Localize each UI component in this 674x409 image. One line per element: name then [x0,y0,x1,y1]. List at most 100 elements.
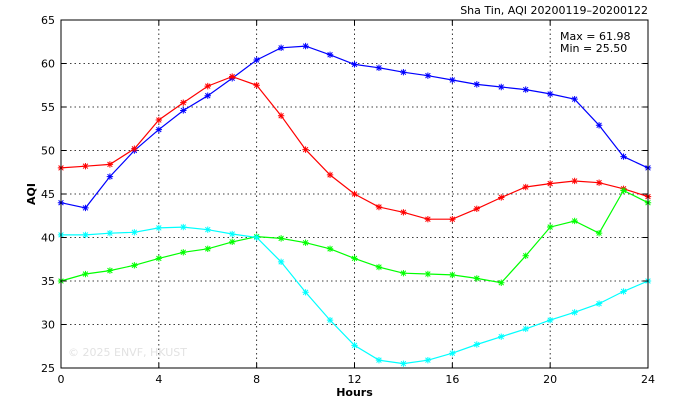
data-point [155,126,163,133]
x-tick-label: 8 [253,373,260,386]
max-label: Max = 61.98 [560,30,630,43]
data-point [229,230,236,238]
data-point [106,267,114,274]
data-point [424,216,432,223]
data-point [106,173,114,180]
data-point [595,300,603,307]
data-point [498,83,505,91]
series-1 [57,42,652,212]
data-point [375,263,383,271]
data-point [571,217,578,225]
data-point [155,116,163,124]
data-point [229,73,236,80]
data-point [571,95,578,103]
data-point [155,224,163,232]
data-point [546,223,554,231]
data-point [253,234,260,241]
data-point [82,270,89,278]
data-point [351,255,358,262]
y-tick-label: 45 [41,188,55,201]
data-point [351,190,358,198]
data-point [595,229,603,237]
data-point [277,44,285,52]
data-point [400,269,407,277]
data-point [204,245,211,253]
data-point [498,333,505,340]
data-point [400,69,407,76]
data-point [400,209,407,216]
x-tick-label: 4 [155,373,162,386]
data-point [253,82,260,89]
data-point [204,82,211,90]
data-point [229,238,236,246]
data-point [302,289,309,296]
data-point [253,56,260,64]
data-point [351,342,358,349]
data-point [473,275,480,282]
data-point [449,76,456,84]
y-tick-label: 60 [41,58,55,71]
data-point [620,153,627,160]
x-tick-label: 0 [58,373,65,386]
data-point [400,360,407,367]
y-tick-label: 65 [41,14,55,27]
data-point [424,72,432,79]
data-point [302,146,309,153]
watermark: © 2025 ENVF, HKUST [68,346,187,359]
data-point [82,162,89,170]
data-point [277,235,285,242]
data-point [620,288,627,295]
data-point [522,252,529,259]
y-tick-label: 25 [41,362,55,375]
data-point [204,92,211,99]
data-point [375,203,383,211]
data-point [82,204,89,212]
data-point [155,255,163,262]
data-point [571,309,578,316]
data-point [546,90,554,98]
data-point [326,51,334,58]
data-point [131,262,138,269]
series-layer [57,42,652,367]
y-tick-label: 50 [41,145,55,158]
data-point [326,245,334,253]
y-tick-label: 35 [41,275,55,288]
data-point [326,171,334,179]
data-point [595,179,603,186]
x-tick-label: 24 [641,373,655,386]
data-point [473,205,480,212]
data-point [351,61,358,68]
min-label: Min = 25.50 [560,42,627,55]
y-tick-label: 40 [41,232,55,245]
ticks: 0 4 8 12 16 20 24 25 30 35 40 45 50 55 60 65 [41,14,655,386]
data-point [277,112,285,119]
data-point [302,42,309,50]
data-point [375,356,383,364]
data-point [546,316,554,324]
data-point [449,271,456,279]
data-point [522,86,529,93]
data-point [204,226,211,233]
data-point [375,64,383,72]
data-point [180,223,187,231]
chart-title: Sha Tin, AQI 20200119–20200122 [460,4,648,17]
data-point [571,177,578,185]
data-point [277,258,285,266]
y-axis-title: AQI [25,183,38,205]
data-point [180,99,187,106]
x-tick-label: 16 [445,373,459,386]
data-point [595,122,603,129]
data-point [522,325,529,333]
data-point [326,316,334,324]
data-point [424,270,432,278]
x-tick-label: 12 [348,373,362,386]
y-tick-label: 55 [41,101,55,114]
data-point [522,183,529,191]
x-tick-label: 20 [543,373,557,386]
data-point [106,229,114,237]
data-point [82,231,89,239]
x-axis-title: Hours [336,386,373,399]
data-point [180,107,187,114]
data-point [131,229,138,236]
